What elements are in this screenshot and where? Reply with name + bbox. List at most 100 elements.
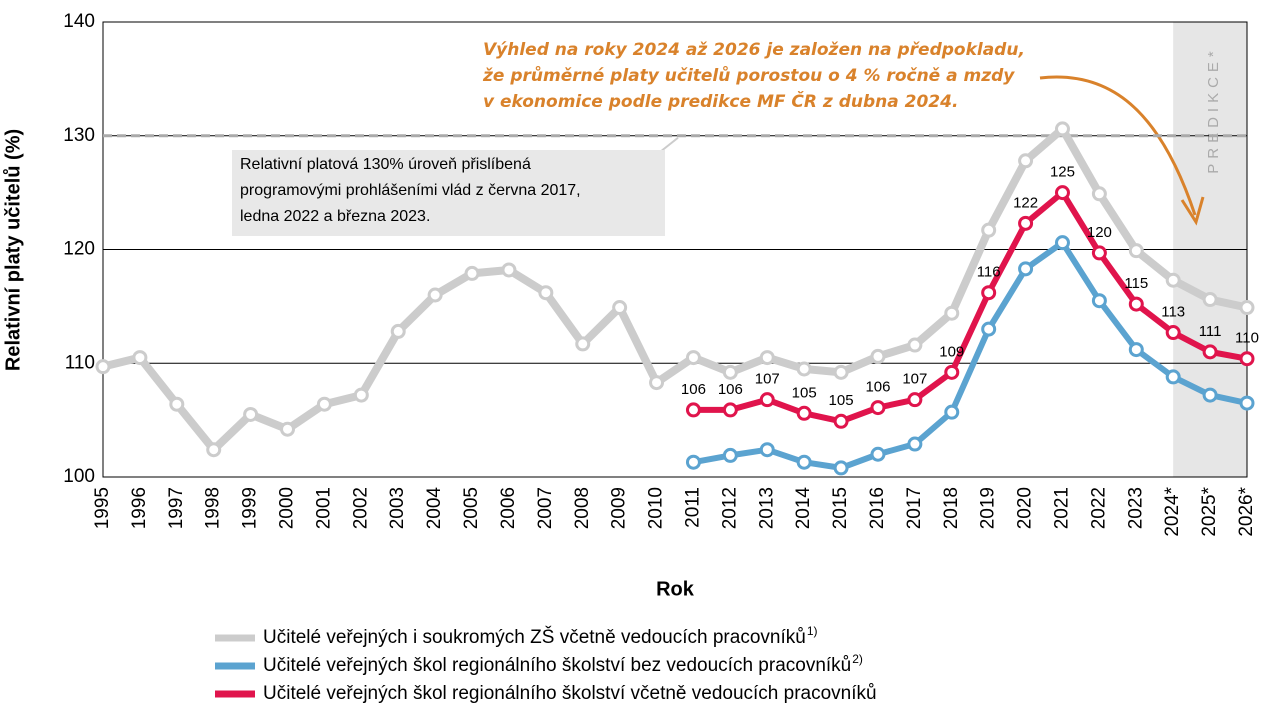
series-marker bbox=[501, 262, 517, 278]
annotation-arrowhead bbox=[1180, 196, 1205, 226]
series-marker bbox=[1202, 344, 1218, 360]
series-marker bbox=[1128, 243, 1144, 259]
series-marker bbox=[95, 359, 111, 375]
series-marker bbox=[759, 392, 775, 408]
series-marker bbox=[833, 460, 849, 476]
x-tick-label: 1998 bbox=[203, 487, 224, 529]
x-tick-label: 2004 bbox=[424, 487, 445, 530]
value-label: 125 bbox=[1050, 164, 1075, 181]
series-line bbox=[692, 239, 1248, 471]
series-marker bbox=[243, 406, 259, 422]
series-marker bbox=[427, 287, 443, 303]
value-label: 115 bbox=[1124, 275, 1148, 292]
series-marker bbox=[759, 442, 775, 458]
series-marker bbox=[316, 396, 332, 412]
series-marker bbox=[981, 285, 997, 301]
legend-label: Učitelé veřejných i soukromých ZŠ včetně… bbox=[263, 626, 806, 648]
series-marker bbox=[169, 396, 185, 412]
x-tick-label: 1999 bbox=[240, 487, 261, 529]
series-marker bbox=[1054, 121, 1070, 137]
series-marker bbox=[833, 364, 849, 380]
reference-label: programovými prohlášeními vlád z června … bbox=[240, 182, 581, 199]
plot-frame bbox=[102, 21, 1248, 478]
legend-label: Učitelé veřejných škol regionálního škol… bbox=[263, 655, 851, 676]
reference-pointer bbox=[659, 136, 679, 153]
x-tick-label: 2012 bbox=[719, 487, 740, 529]
x-tick-label: 2006 bbox=[498, 487, 519, 529]
value-label: 110 bbox=[1235, 330, 1259, 347]
series-marker bbox=[1018, 215, 1034, 231]
series-marker bbox=[1091, 245, 1107, 261]
x-tick-label: 2016 bbox=[867, 487, 888, 529]
x-tick-label: 2008 bbox=[572, 487, 593, 529]
series-marker bbox=[796, 454, 812, 470]
x-tick-label: 2018 bbox=[941, 487, 962, 529]
y-tick-label: 130 bbox=[63, 125, 95, 146]
series-marker bbox=[1202, 387, 1218, 403]
x-tick-label: 2021 bbox=[1051, 487, 1072, 529]
x-tick-label: 2013 bbox=[756, 487, 777, 529]
x-tick-label: 2017 bbox=[904, 487, 925, 529]
x-tick-label: 1996 bbox=[129, 487, 150, 529]
series-marker bbox=[1239, 300, 1255, 316]
series-marker bbox=[1054, 185, 1070, 201]
value-label: 106 bbox=[718, 381, 743, 398]
series-marker bbox=[685, 350, 701, 366]
series-marker bbox=[1165, 272, 1181, 288]
series-marker bbox=[981, 222, 997, 238]
x-tick-label: 2019 bbox=[978, 487, 999, 529]
x-tick-label: 2014 bbox=[793, 487, 814, 530]
y-tick-label: 140 bbox=[63, 11, 95, 32]
series-marker bbox=[206, 442, 222, 458]
series-marker bbox=[981, 321, 997, 337]
series-marker bbox=[1091, 293, 1107, 309]
series-marker bbox=[1091, 186, 1107, 202]
series-marker bbox=[907, 337, 923, 353]
value-label: 116 bbox=[977, 264, 1001, 281]
series-marker bbox=[1128, 296, 1144, 312]
series-marker bbox=[722, 447, 738, 463]
value-label: 105 bbox=[792, 384, 817, 401]
series-marker bbox=[907, 436, 923, 452]
legend-footnote: 2) bbox=[852, 652, 863, 666]
series-marker bbox=[944, 364, 960, 380]
x-tick-label: 2000 bbox=[277, 487, 298, 529]
x-tick-label: 2022 bbox=[1088, 487, 1109, 529]
annotation-arrow bbox=[1039, 75, 1197, 216]
series-marker bbox=[796, 405, 812, 421]
x-tick-label: 2010 bbox=[646, 487, 667, 529]
x-tick-label: 2001 bbox=[313, 487, 334, 529]
series-marker bbox=[796, 361, 812, 377]
value-label: 109 bbox=[939, 343, 964, 360]
series-marker bbox=[870, 400, 886, 416]
series-marker bbox=[1165, 325, 1181, 341]
reference-box bbox=[232, 150, 665, 236]
x-tick-label: 2020 bbox=[1015, 487, 1036, 529]
y-axis-label: Relativní platy učitelů (%) bbox=[2, 129, 24, 371]
series-marker bbox=[1202, 292, 1218, 308]
x-tick-label: 2005 bbox=[461, 487, 482, 529]
x-tick-label: 1995 bbox=[92, 487, 113, 529]
value-label: 111 bbox=[1199, 323, 1222, 340]
series-marker bbox=[280, 421, 296, 437]
series-marker bbox=[1165, 369, 1181, 385]
series-marker bbox=[759, 350, 775, 366]
series-marker bbox=[944, 404, 960, 420]
series-marker bbox=[870, 348, 886, 364]
forecast-label: PREDIKCE* bbox=[1205, 46, 1222, 174]
y-tick-label: 120 bbox=[63, 239, 95, 260]
x-tick-label: 2002 bbox=[350, 487, 371, 529]
series-marker bbox=[464, 265, 480, 281]
legend-label: Učitelé veřejných škol regionálního škol… bbox=[263, 683, 877, 704]
series-marker bbox=[353, 387, 369, 403]
value-label: 106 bbox=[681, 381, 706, 398]
x-tick-label: 2025* bbox=[1199, 486, 1220, 536]
legend-footnote: 1) bbox=[807, 624, 818, 638]
series-marker bbox=[1128, 342, 1144, 358]
x-tick-label: 2023 bbox=[1125, 487, 1146, 529]
value-label: 107 bbox=[755, 371, 780, 388]
x-tick-label: 2003 bbox=[387, 487, 408, 529]
series-marker bbox=[612, 300, 628, 316]
series-marker bbox=[575, 336, 591, 352]
